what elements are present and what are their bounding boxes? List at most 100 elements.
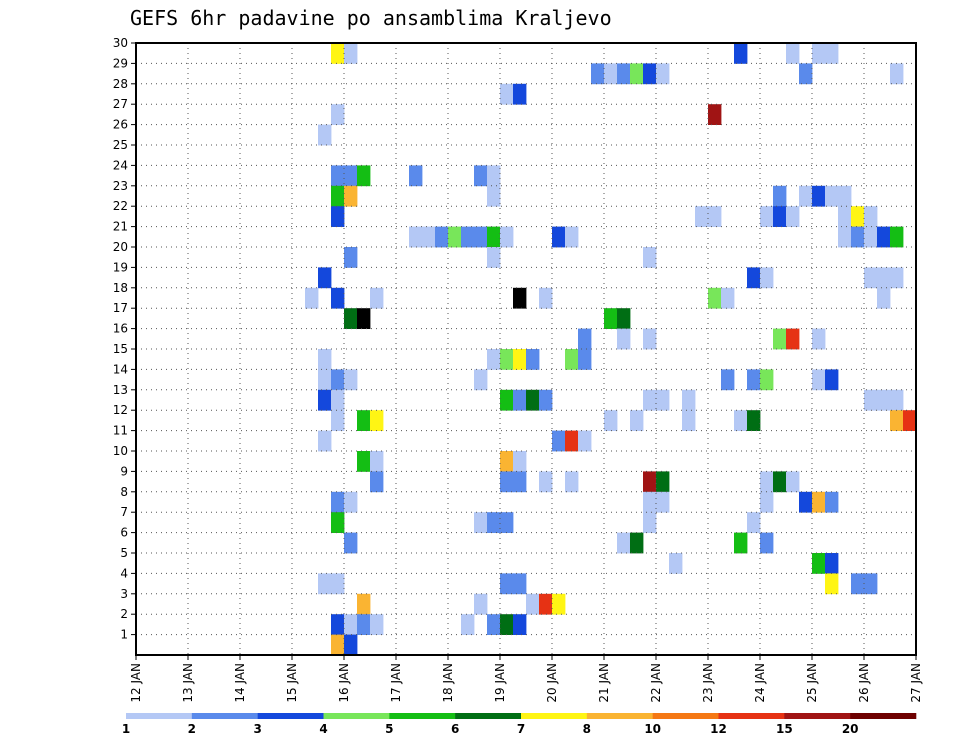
heatmap-cell [656,471,670,493]
heatmap-cell [630,410,644,431]
heatmap-cell [526,593,540,615]
y-tick-label: 16 [113,322,128,336]
y-tick-label: 23 [113,179,128,193]
heatmap-cell [500,451,514,472]
heatmap-cell [812,491,826,513]
y-tick-label: 30 [113,36,128,50]
heatmap-cell [838,206,852,227]
y-tick-label: 9 [120,464,128,478]
heatmap-cell [474,369,488,391]
heatmap-cell [552,593,566,615]
heatmap-cell [786,43,800,64]
chart-title: GEFS 6hr padavine po ansamblima Kraljevo [130,6,612,30]
heatmap-cell [760,471,774,493]
x-tick-label: 27 JAN [909,663,923,703]
heatmap-cell [331,104,345,125]
heatmap-cell [344,308,358,329]
y-tick-label: 3 [120,587,128,601]
heatmap-cell [747,512,761,533]
heatmap-cell [864,206,878,227]
x-tick-label: 12 JAN [129,663,143,703]
legend-swatch [784,713,851,719]
heatmap-cell [513,471,527,493]
heatmap-cell [370,471,384,493]
heatmap-cell [370,614,384,635]
heatmap-cell [487,349,501,370]
y-tick-label: 14 [113,362,128,376]
y-tick-label: 28 [113,77,128,91]
legend-label: 8 [583,722,591,736]
heatmap-cell [760,491,774,513]
heatmap-cell [734,532,748,554]
heatmap-cell [578,328,592,350]
heatmap-cell [539,389,553,411]
heatmap-cell [331,389,345,411]
x-tick-label: 25 JAN [805,663,819,703]
heatmap-cell [747,369,761,391]
heatmap-cell [604,308,618,329]
heatmap-cell [773,328,787,350]
grid-lines [136,43,916,655]
heatmap-cell [500,573,514,595]
heatmap-cell [357,451,371,472]
heatmap-cell [565,430,579,452]
y-tick-label: 18 [113,281,128,295]
heatmap-cell [890,226,904,248]
heatmap-cell [474,226,488,248]
heatmap-cells [305,43,917,656]
heatmap-cell [643,247,657,268]
heatmap-cell [318,349,332,370]
heatmap-cell [422,226,436,248]
heatmap-cell [318,267,332,289]
heatmap-cell [799,63,813,85]
heatmap-cell [539,471,553,493]
heatmap-cell [721,369,735,391]
heatmap-cell [825,43,839,64]
legend-swatch [718,713,785,719]
y-tick-label: 10 [113,444,128,458]
y-tick-label: 11 [113,424,128,438]
heatmap-cell [565,471,579,493]
heatmap-cell [747,267,761,289]
heatmap-cell [331,206,345,227]
legend-swatch [586,713,653,719]
legend-swatch [389,713,456,719]
heatmap-cell [344,43,358,64]
heatmap-cell [344,614,358,635]
legend-label: 2 [188,722,196,736]
y-tick-label: 20 [113,240,128,254]
x-tick-label: 17 JAN [389,663,403,703]
y-tick-label: 21 [113,220,128,234]
legend-swatch [521,713,588,719]
heatmap-cell [760,267,774,289]
y-tick-label: 2 [120,607,128,621]
color-legend: 1 2 3 4 5 6 7 8 10 12 15 20 [122,713,917,736]
heatmap-cell [708,287,722,309]
heatmap-cell [812,369,826,391]
heatmap-cell [526,349,540,370]
heatmap-cell [331,369,345,391]
heatmap-cell [643,328,657,350]
legend-swatch [652,713,719,719]
heatmap-cell [487,185,501,207]
x-tick-label: 14 JAN [233,663,247,703]
legend-label: 15 [776,722,793,736]
heatmap-cell [513,83,527,105]
heatmap-cell [656,389,670,411]
x-tick-label: 23 JAN [701,663,715,703]
heatmap-cell [825,369,839,391]
heatmap-cell [890,267,904,289]
y-tick-label: 17 [113,301,128,315]
heatmap-cell [604,63,618,85]
heatmap-cell [773,206,787,227]
heatmap-cell [786,471,800,493]
heatmap-cell [669,553,683,574]
heatmap-cell [474,593,488,615]
y-tick-label: 6 [120,526,128,540]
heatmap-cell [552,430,566,452]
heatmap-cell [799,491,813,513]
legend-label: 3 [253,722,261,736]
legend-label: 4 [319,722,327,736]
y-tick-label: 12 [113,403,128,417]
